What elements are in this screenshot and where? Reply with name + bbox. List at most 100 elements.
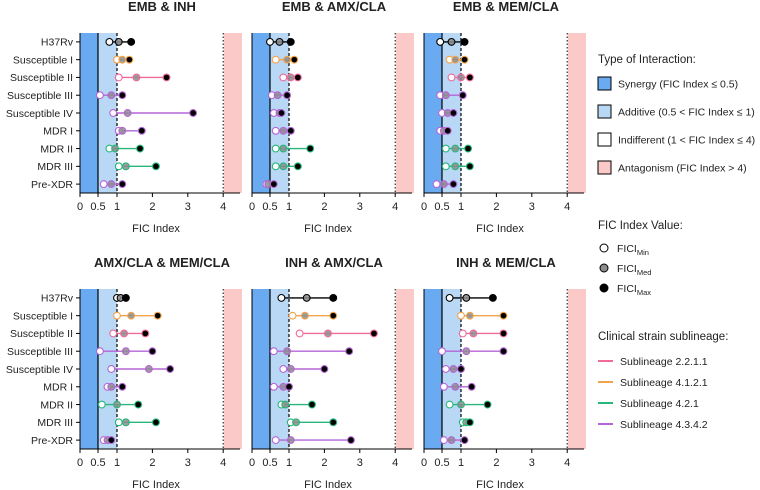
- fici-max-point: [488, 293, 497, 302]
- fici-med-point: [465, 311, 474, 320]
- legend-fic-title: FIC Index Value:: [598, 220, 683, 232]
- x-tick-label: 2: [321, 201, 327, 213]
- fici-max-point: [443, 126, 452, 135]
- legend-interaction-title: Type of Interaction:: [598, 54, 696, 66]
- chart-panel-6: INH & MEM/CLA 0 0.5 1 2 3 4 FIC Index: [421, 255, 586, 490]
- x-tick-label: 3: [357, 201, 363, 213]
- fici-min-point: [445, 293, 454, 302]
- x-tick-label: 0.5: [434, 457, 449, 469]
- x-tick-label: 2: [149, 457, 155, 469]
- fici-min-point: [271, 436, 280, 445]
- fici-min-point: [441, 365, 450, 373]
- chart-title: INH & MEM/CLA: [456, 255, 556, 270]
- fici-med-point: [279, 144, 288, 153]
- strain-label: Pre-XDR: [31, 435, 73, 447]
- fici-max-point: [141, 329, 150, 338]
- legend-fic-label: FICIMin: [617, 243, 649, 257]
- x-tick-label: 1: [458, 457, 464, 469]
- fici-max-point: [306, 144, 315, 153]
- fici-min-point: [441, 162, 450, 171]
- legend-fic-label: FICIMax: [617, 283, 651, 297]
- fici-max-point: [345, 347, 354, 356]
- fici-max-point: [483, 400, 492, 409]
- fici-min-point: [95, 347, 104, 356]
- antagonism-zone: [224, 289, 242, 449]
- fici-med-point: [120, 329, 129, 338]
- fici-max-point: [320, 365, 329, 373]
- antagonism-zone: [396, 289, 414, 449]
- fici-max-point: [283, 91, 292, 100]
- fici-med-point: [286, 436, 295, 445]
- fici-med-point: [121, 162, 130, 171]
- x-tick-label: 2: [149, 201, 155, 213]
- fici-max-point: [151, 418, 160, 427]
- fici-max-point: [107, 436, 116, 445]
- fici-max-point: [285, 382, 293, 391]
- chart-panel-5: INH & AMX/CLA 0 0.5 1 2 3 4 FIC Index: [249, 255, 414, 490]
- x-axis-label: FIC Index: [132, 479, 180, 490]
- fici-max-point: [290, 55, 299, 64]
- fici-max-point: [499, 311, 508, 320]
- chart-panel-4: AMX/CLA & MEM/CLA 0 0.5 1 2 3 4 FIC Index H37Rv S…: [6, 255, 242, 490]
- x-tick-label: 1: [286, 457, 292, 469]
- x-tick-label: 2: [493, 201, 499, 213]
- strain-label: MDR III: [37, 161, 73, 173]
- fici-med-point: [286, 73, 295, 82]
- x-tick-label: 4: [392, 457, 398, 469]
- fici-max-point: [329, 418, 338, 427]
- antagonism-zone: [224, 33, 242, 193]
- legend-sublineage-label: Sublineage 4.3.4.2: [620, 419, 708, 431]
- fici-max-point: [137, 126, 146, 135]
- fici-max-point: [465, 73, 474, 82]
- fici-med-point: [118, 126, 127, 135]
- fici-max-point: [458, 91, 467, 100]
- fici-max-point: [467, 382, 476, 391]
- fici-med-point: [457, 73, 465, 82]
- strain-label: MDR III: [37, 417, 73, 429]
- fici-med-point: [121, 418, 130, 427]
- x-tick-label: 0.5: [90, 201, 105, 213]
- x-tick-label: 4: [220, 457, 226, 469]
- fici-max-point: [460, 436, 469, 445]
- fici-med-point: [127, 311, 136, 320]
- antagonism-zone: [396, 33, 414, 193]
- fici-med-point: [451, 55, 460, 64]
- x-axis-label: FIC Index: [476, 479, 524, 490]
- fici-med-point: [449, 365, 458, 373]
- legend-swatch-antagonism: [597, 160, 612, 175]
- legend-marker-min: [599, 243, 609, 253]
- fici-max-point: [499, 347, 508, 356]
- fici-max-point: [457, 365, 465, 373]
- fici-max-point: [189, 109, 198, 117]
- synergy-zone: [252, 289, 270, 449]
- fici-max-point: [499, 329, 508, 338]
- fici-med-point: [451, 382, 460, 391]
- x-tick-label: 3: [185, 457, 191, 469]
- fici-min-point: [436, 37, 445, 46]
- fici-max-point: [460, 37, 469, 46]
- fici-min-point: [271, 126, 280, 135]
- x-tick-label: 4: [392, 201, 398, 213]
- x-tick-label: 4: [220, 201, 226, 213]
- fici-min-point: [439, 382, 448, 391]
- legend-sublineage-label: Sublineage 4.2.1: [620, 398, 699, 410]
- legend-interaction-label: Indifferent (1 < FIC Index ≤ 4): [618, 135, 755, 147]
- fici-max-point: [118, 91, 127, 100]
- chart-title: EMB & INH: [128, 0, 196, 14]
- fici-med-point: [107, 180, 116, 189]
- fici-min-point: [432, 180, 441, 189]
- fici-med-point: [439, 180, 448, 189]
- fici-max-point: [269, 180, 278, 189]
- fici-min-point: [114, 418, 123, 427]
- strain-label: Susceptible III: [7, 90, 73, 102]
- fici-med-point: [118, 55, 127, 64]
- fici-min-point: [109, 109, 118, 117]
- fici-med-point: [111, 144, 120, 153]
- x-tick-label: 3: [529, 457, 535, 469]
- fici-max-point: [329, 311, 338, 320]
- legend-swatch-additive: [597, 104, 612, 119]
- fici-max-point: [118, 382, 127, 391]
- chart-title: AMX/CLA & MEM/CLA: [94, 255, 231, 270]
- x-tick-label: 2: [493, 457, 499, 469]
